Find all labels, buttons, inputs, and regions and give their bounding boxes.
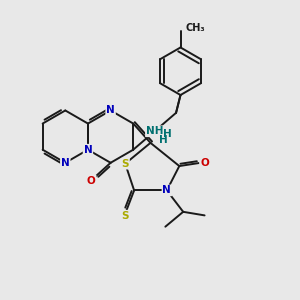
Text: N: N — [84, 145, 92, 155]
Text: N: N — [106, 106, 115, 116]
Text: H: H — [159, 136, 168, 146]
Text: CH₃: CH₃ — [186, 22, 206, 32]
Text: H: H — [163, 129, 172, 139]
Text: N: N — [163, 185, 171, 195]
Text: O: O — [87, 176, 96, 186]
Text: S: S — [122, 159, 129, 169]
Text: N: N — [61, 158, 70, 168]
Text: O: O — [200, 158, 209, 168]
Text: S: S — [122, 211, 129, 221]
Text: NH: NH — [146, 126, 164, 136]
